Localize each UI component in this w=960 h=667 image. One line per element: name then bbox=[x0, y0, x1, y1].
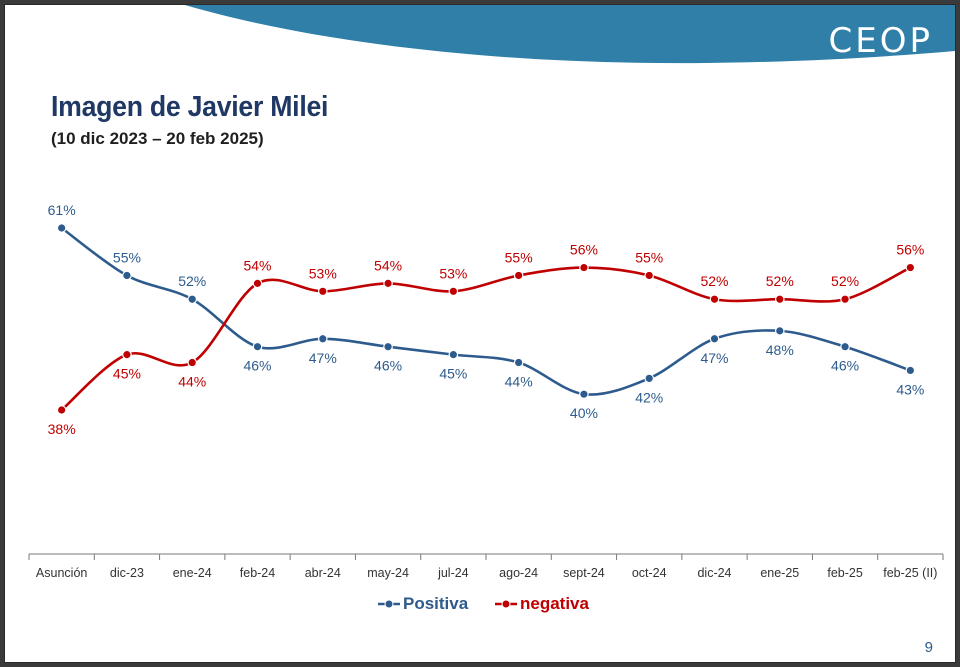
ceop-logo: CEOP LATAM bbox=[829, 23, 934, 71]
data-point-negativa bbox=[383, 278, 393, 289]
legend-marker-positiva bbox=[384, 599, 394, 609]
data-label-positiva: 46% bbox=[243, 358, 271, 374]
logo-sub-text: LATAM bbox=[854, 61, 914, 71]
x-tick-label: ene-24 bbox=[173, 566, 212, 580]
slide: CEOP LATAM Imagen de Javier Milei (10 di… bbox=[4, 4, 956, 663]
x-tick-label: abr-24 bbox=[305, 566, 341, 580]
series-line-positiva bbox=[60, 226, 911, 396]
x-tick-label: dic-24 bbox=[697, 566, 731, 580]
header-banner bbox=[185, 5, 955, 64]
data-label-negativa: 54% bbox=[243, 257, 271, 273]
data-point-positiva bbox=[56, 223, 67, 233]
data-point-positiva bbox=[905, 365, 916, 376]
data-label-positiva: 45% bbox=[439, 366, 467, 382]
data-point-negativa bbox=[448, 286, 459, 297]
data-point-negativa bbox=[56, 405, 67, 415]
x-tick-label: sept-24 bbox=[563, 566, 605, 580]
data-point-positiva bbox=[513, 357, 524, 368]
x-axis: Asunción dic-23 ene-24 feb-24 abr-24 may-24 ju… bbox=[28, 553, 944, 580]
data-point-negativa bbox=[840, 294, 850, 305]
data-point-positiva bbox=[579, 389, 589, 399]
data-label-negativa: 45% bbox=[113, 366, 141, 382]
data-point-positiva bbox=[709, 333, 720, 344]
data-label-positiva: 46% bbox=[831, 358, 859, 374]
data-label-positiva: 40% bbox=[570, 405, 598, 421]
data-point-negativa bbox=[513, 270, 524, 281]
page-title: Imagen de Javier Milei bbox=[51, 91, 329, 123]
data-point-negativa bbox=[905, 262, 916, 273]
data-point-negativa bbox=[187, 357, 198, 368]
line-chart: Asunción dic-23 ene-24 feb-24 abr-24 may-24 ju… bbox=[28, 202, 944, 613]
data-label-positiva: 52% bbox=[178, 273, 206, 289]
data-point-positiva bbox=[644, 373, 655, 384]
page-number: 9 bbox=[924, 639, 933, 656]
data-label-negativa: 52% bbox=[831, 273, 859, 289]
data-label-negativa: 44% bbox=[178, 374, 206, 390]
legend-label-positiva: Positiva bbox=[403, 594, 469, 613]
data-label-positiva: 43% bbox=[896, 381, 924, 397]
data-label-negativa: 53% bbox=[309, 265, 337, 281]
data-point-positiva bbox=[448, 349, 459, 360]
data-label-negativa: 52% bbox=[766, 273, 794, 289]
data-label-positiva: 61% bbox=[48, 202, 76, 218]
data-point-positiva bbox=[252, 341, 263, 352]
x-tick-label: may-24 bbox=[367, 566, 409, 580]
legend-marker-negativa bbox=[501, 599, 511, 609]
data-point-positiva bbox=[774, 326, 785, 336]
data-point-positiva bbox=[383, 341, 393, 352]
data-label-negativa: 55% bbox=[635, 249, 663, 265]
data-label-positiva: 47% bbox=[309, 350, 337, 366]
data-point-positiva bbox=[187, 294, 198, 305]
data-label-positiva: 42% bbox=[635, 389, 663, 405]
data-label-positiva: 47% bbox=[700, 350, 728, 366]
logo-main-text: CEOP bbox=[828, 21, 933, 61]
data-label-negativa: 53% bbox=[439, 265, 467, 281]
data-point-positiva bbox=[122, 270, 132, 281]
series-layer: 61% 55% 52% 46% 47% 46% 45% 44% 40% 42% 47% 48% 46% 4… bbox=[48, 202, 925, 437]
page-subtitle: (10 dic 2023 – 20 feb 2025) bbox=[51, 129, 264, 148]
x-tick-label: ene-25 bbox=[760, 566, 799, 580]
x-tick-label: jul-24 bbox=[437, 566, 469, 580]
data-label-negativa: 56% bbox=[570, 242, 598, 258]
data-point-negativa bbox=[709, 294, 720, 305]
data-point-negativa bbox=[317, 286, 328, 297]
data-point-negativa bbox=[644, 270, 655, 281]
x-tick-label: oct-24 bbox=[632, 566, 667, 580]
data-label-positiva: 55% bbox=[113, 249, 141, 265]
x-tick-label: Asunción bbox=[36, 566, 87, 580]
x-tick-label: ago-24 bbox=[499, 566, 538, 580]
data-label-positiva: 44% bbox=[505, 374, 533, 390]
data-point-negativa bbox=[122, 349, 132, 360]
data-label-positiva: 48% bbox=[766, 342, 794, 358]
data-point-positiva bbox=[840, 341, 850, 352]
data-label-negativa: 55% bbox=[505, 249, 533, 265]
data-point-negativa bbox=[579, 262, 589, 273]
x-tick-label: feb-25 bbox=[827, 566, 862, 580]
data-label-positiva: 46% bbox=[374, 358, 402, 374]
legend-label-negativa: negativa bbox=[520, 594, 590, 613]
data-label-negativa: 52% bbox=[700, 273, 728, 289]
data-point-negativa bbox=[774, 294, 785, 305]
data-label-negativa: 38% bbox=[48, 421, 76, 437]
x-tick-label: dic-23 bbox=[110, 566, 144, 580]
data-point-positiva bbox=[317, 333, 328, 344]
data-point-negativa bbox=[252, 278, 263, 289]
data-label-negativa: 56% bbox=[896, 242, 924, 258]
legend: Positiva negativa bbox=[378, 594, 590, 613]
data-label-negativa: 54% bbox=[374, 257, 402, 273]
x-tick-label: feb-25 (II) bbox=[883, 566, 937, 580]
x-tick-label: feb-24 bbox=[240, 566, 275, 580]
